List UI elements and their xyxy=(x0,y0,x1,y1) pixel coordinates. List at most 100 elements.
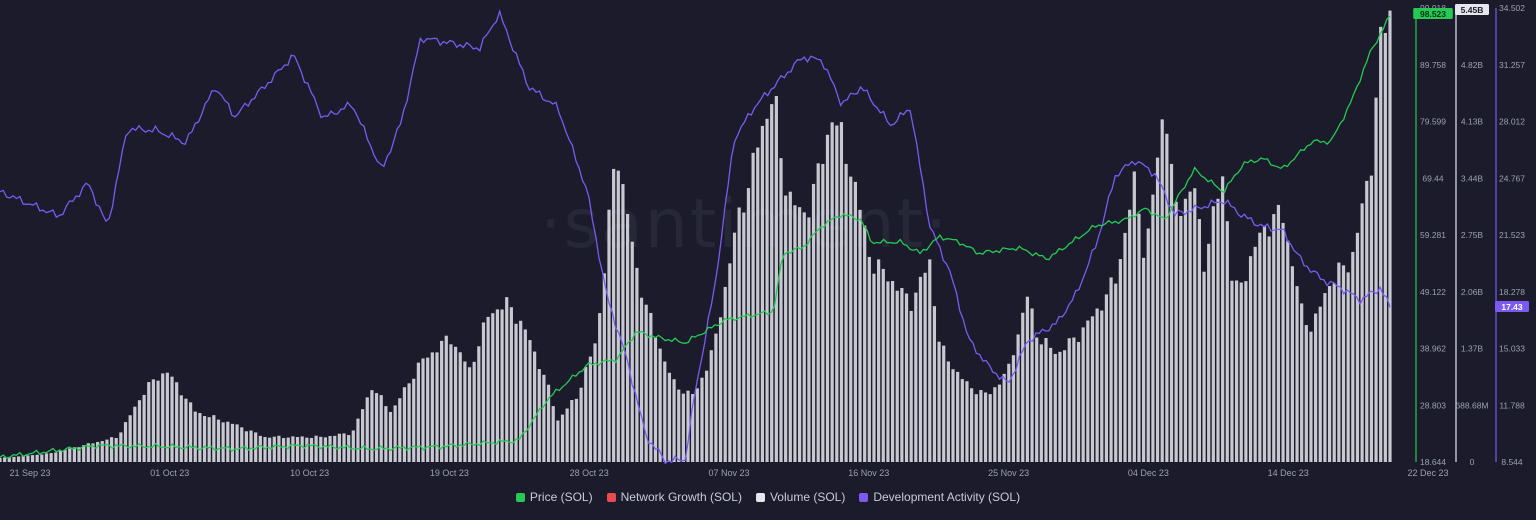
volume-bar xyxy=(1323,293,1327,462)
volume-bar xyxy=(1248,256,1253,462)
volume-bar xyxy=(444,335,448,462)
volume-bar xyxy=(1049,347,1053,462)
volume-bar xyxy=(551,406,555,462)
volume-bar xyxy=(184,398,188,462)
volume-bar xyxy=(226,421,230,462)
volume-bar xyxy=(179,395,183,462)
volume-bar xyxy=(453,346,458,462)
volume-bar xyxy=(509,307,513,462)
volume-bar xyxy=(970,388,974,462)
volume-bar xyxy=(612,168,616,463)
volume-bar xyxy=(681,393,685,462)
volume-bar xyxy=(960,379,964,462)
volume-bar xyxy=(1086,320,1090,462)
volume-bar xyxy=(1067,338,1071,462)
dev-axis-tick: 31.257 xyxy=(1499,60,1525,70)
volume-bar xyxy=(635,267,639,462)
volume-bar xyxy=(732,232,737,462)
legend-label: Development Activity (SOL) xyxy=(873,490,1021,504)
volume-bar xyxy=(54,452,58,462)
volume-bar xyxy=(1007,363,1011,462)
volume-bar xyxy=(1262,225,1267,462)
volume-bar xyxy=(481,322,486,462)
volume-bar xyxy=(249,430,253,462)
volume-bar xyxy=(119,432,123,462)
volume-bar xyxy=(1318,306,1322,462)
volume-bar xyxy=(165,372,169,462)
volume-bar xyxy=(560,414,565,462)
volume-bar xyxy=(942,345,946,462)
volume-bar xyxy=(900,288,904,462)
volume-bar xyxy=(644,304,648,462)
price-axis-tick: 28.803 xyxy=(1420,400,1446,410)
legend-item[interactable]: Price (SOL) xyxy=(515,490,593,504)
volume-bar xyxy=(295,437,300,462)
volume-bar xyxy=(477,346,481,462)
volume-bar xyxy=(1165,133,1169,462)
volume-bar xyxy=(890,280,895,462)
volume-bar xyxy=(16,456,21,462)
volume-bar xyxy=(825,134,830,462)
volume-bar xyxy=(1142,257,1146,462)
x-tick-label: 19 Oct 23 xyxy=(430,468,469,478)
volume-bar xyxy=(156,380,160,462)
legend-swatch xyxy=(606,492,616,502)
volume-bar xyxy=(1286,240,1290,462)
x-tick-label: 10 Oct 23 xyxy=(290,468,329,478)
volume-bar xyxy=(877,259,881,462)
volume-bar xyxy=(988,394,992,462)
volume-axis-tick: 4.82B xyxy=(1461,60,1484,70)
volume-bar xyxy=(997,384,1002,462)
volume-bar xyxy=(142,394,146,462)
dev-current-badge-bg xyxy=(1495,301,1529,312)
x-tick-label: 21 Sep 23 xyxy=(9,468,50,478)
volume-bar xyxy=(770,104,774,463)
volume-bar xyxy=(1039,344,1043,462)
dev-activity-line xyxy=(0,8,1391,465)
volume-bar xyxy=(254,432,258,462)
volume-bar xyxy=(402,387,407,462)
volume-axis-tick: 3.44B xyxy=(1461,173,1484,183)
volume-bar xyxy=(105,439,109,462)
volume-bar xyxy=(672,379,676,462)
volume-bar xyxy=(625,214,630,462)
volume-bar xyxy=(1239,282,1243,462)
volume-bar xyxy=(737,207,741,462)
volume-bar xyxy=(723,286,727,462)
volume-bar xyxy=(1216,198,1220,462)
dev-axis-tick: 11.788 xyxy=(1499,400,1525,410)
volume-bar xyxy=(1365,180,1369,463)
volume-bar xyxy=(35,454,39,462)
volume-bar xyxy=(30,455,35,462)
volume-bar xyxy=(319,436,323,462)
volume-bar xyxy=(839,122,844,462)
price-axis-tick: 89.758 xyxy=(1420,60,1446,70)
volume-bar xyxy=(1146,228,1150,462)
volume-bar xyxy=(370,390,374,462)
volume-bar xyxy=(686,390,690,462)
volume-bar xyxy=(705,370,709,462)
volume-bar xyxy=(830,122,834,463)
volume-bar xyxy=(1044,338,1048,462)
volume-bar xyxy=(1151,194,1155,462)
dev-axis-tick: 15.033 xyxy=(1499,344,1525,354)
volume-bar xyxy=(937,341,941,462)
volume-bar xyxy=(593,343,597,462)
volume-bar xyxy=(161,373,165,462)
volume-current-badge: 5.45B xyxy=(1461,5,1484,15)
volume-bar xyxy=(649,312,653,462)
legend-item[interactable]: Development Activity (SOL) xyxy=(859,490,1020,504)
volume-bar xyxy=(821,163,825,462)
volume-bar xyxy=(872,273,876,462)
volume-bar xyxy=(844,163,848,462)
legend-item[interactable]: Volume (SOL) xyxy=(755,490,845,504)
volume-bar xyxy=(542,374,546,462)
legend-item[interactable]: Network Growth (SOL) xyxy=(606,490,742,504)
volume-bar xyxy=(398,398,402,462)
price-axis-tick: 69.44 xyxy=(1422,173,1444,183)
volume-bar xyxy=(718,317,723,462)
volume-bar xyxy=(1332,283,1336,462)
volume-bar xyxy=(853,181,857,462)
dev-axis-tick: 8.544 xyxy=(1501,457,1523,467)
